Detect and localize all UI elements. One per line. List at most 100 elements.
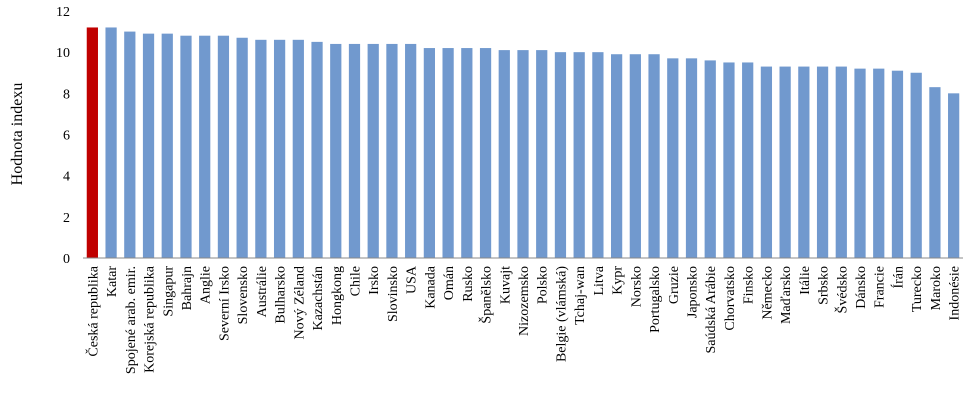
bar (498, 50, 510, 258)
x-tick-label: Rusko (461, 266, 476, 302)
x-tick-label: Maroko (929, 266, 944, 310)
x-tick-label: Saúdská Arábie (704, 266, 719, 353)
x-tick-label: Chorvatsko (723, 266, 738, 331)
x-tick-label: Severní Irsko (217, 266, 232, 341)
x-tick-label: Turecko (910, 266, 925, 312)
x-tick-label: Dánsko (854, 266, 869, 309)
bar (910, 72, 922, 258)
x-tick-label: Írán (889, 266, 906, 289)
bar (180, 35, 192, 259)
bar (816, 66, 829, 258)
bar (105, 27, 117, 258)
x-tick-label: Chile (348, 266, 363, 296)
x-tick-label: Kypr (611, 266, 626, 295)
x-tick-label: Gruzie (667, 266, 682, 304)
x-tick-label: Česká republika (84, 265, 101, 356)
y-tick-label: 8 (63, 87, 70, 102)
bar (236, 37, 248, 259)
bar (311, 41, 323, 258)
y-tick-label: 0 (63, 252, 70, 267)
bar (704, 60, 716, 259)
bar (255, 39, 267, 258)
bar (199, 35, 211, 259)
bar (685, 58, 698, 258)
x-tick-label: Litva (592, 265, 607, 295)
x-tick-label: Polsko (536, 266, 551, 304)
y-tick-label: 10 (56, 46, 70, 61)
bar (742, 62, 754, 259)
y-tick-label: 6 (63, 129, 70, 144)
x-tick-label: Bahrajn (180, 266, 195, 310)
x-tick-label: Srbsko (817, 266, 832, 305)
bar (667, 58, 679, 258)
bar (367, 43, 379, 258)
bar (273, 39, 286, 258)
x-tick-label: Slovinsko (386, 266, 401, 322)
bar (217, 35, 230, 259)
bar (573, 52, 585, 258)
x-tick-label: Austrálie (255, 266, 270, 317)
x-tick-label: Omán (442, 266, 457, 300)
x-tick-label: Irsko (367, 266, 382, 295)
x-tick-label: Tchaj-wan (573, 266, 588, 325)
x-tick-label: USA (405, 265, 420, 294)
x-tick-label: Švédsko (833, 266, 850, 313)
bar (648, 54, 660, 258)
bar (386, 43, 398, 258)
y-tick-label: 12 (56, 5, 70, 20)
x-tick-label: Kanada (423, 265, 438, 309)
bar (86, 27, 98, 258)
x-tick-label: Portugalsko (648, 266, 663, 333)
bar (592, 52, 604, 258)
x-tick-label: Kuvajt (498, 266, 513, 304)
x-tick-label: Francie (873, 266, 888, 308)
bar (891, 70, 904, 258)
x-tick-label: Finsko (742, 266, 757, 304)
x-tick-label: Korejská republika (143, 265, 158, 373)
x-tick-label: Spojené arab. emir. (124, 266, 139, 374)
x-tick-label: Hongkong (330, 266, 345, 325)
bar (124, 31, 136, 259)
bar (629, 54, 641, 258)
x-tick-label: Singapur (161, 266, 176, 317)
bar (292, 39, 304, 258)
x-tick-label: Bulharsko (274, 266, 289, 324)
y-tick-label: 2 (63, 211, 70, 226)
bar (798, 66, 810, 258)
bar (948, 93, 960, 258)
x-tick-label: Německo (760, 266, 775, 320)
x-tick-label: Španělsko (478, 266, 495, 324)
bar (611, 54, 623, 258)
x-tick-label: Itálie (798, 266, 813, 295)
bar (536, 50, 548, 258)
bar (142, 33, 155, 259)
x-tick-label: Kazachstán (311, 266, 326, 331)
y-axis-label: Hodnota indexu (9, 83, 26, 186)
x-tick-label: Maďarsko (779, 266, 794, 324)
bar (779, 66, 791, 258)
x-tick-label: Japonsko (686, 266, 701, 318)
bar (479, 48, 492, 258)
x-tick-label: Nový Zéland (292, 266, 307, 339)
x-tick-label: Belgie (vlámská) (554, 266, 569, 362)
bar (330, 43, 342, 258)
x-tick-label: Katar (105, 266, 120, 297)
bar (929, 87, 941, 259)
bar (348, 43, 361, 258)
bar (760, 66, 773, 258)
bar (554, 52, 567, 258)
bar (161, 33, 173, 259)
bar (723, 62, 735, 259)
x-tick-label: Anglie (199, 266, 214, 304)
bar (442, 48, 454, 258)
bar (873, 68, 885, 258)
bar (517, 50, 529, 258)
x-tick-label: Norsko (629, 266, 644, 307)
bar (835, 66, 847, 258)
bar (461, 48, 473, 258)
x-tick-label: Nizozemsko (517, 266, 532, 336)
bar (423, 48, 435, 258)
x-tick-label: Slovensko (236, 266, 251, 324)
bar (854, 68, 866, 258)
